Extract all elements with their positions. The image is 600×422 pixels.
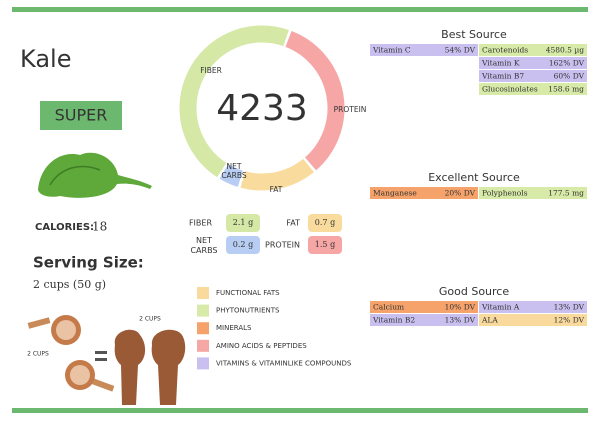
- macro-amount: 0.2 g: [233, 240, 253, 249]
- legend-label: FUNCTIONAL FATS: [216, 289, 280, 297]
- source-amount: 12% DV: [554, 316, 585, 325]
- cups-label: 2 CUPS: [27, 351, 49, 358]
- source-cell: [479, 57, 587, 69]
- donut-label: FAT: [270, 185, 283, 194]
- badge-text: SUPER: [55, 106, 108, 125]
- source-title: Best Source: [441, 28, 507, 41]
- source-amount: 158.6 mg: [548, 85, 584, 94]
- source-name: Vitamin C: [372, 46, 411, 55]
- macro-amount: 0.7 g: [315, 218, 335, 227]
- source-cell: [479, 187, 587, 199]
- hands-label: 2 CUPS: [139, 316, 161, 323]
- donut-label: PROTEIN: [334, 105, 367, 114]
- calories-label: CALORIES:: [35, 222, 94, 233]
- serving-title: Serving Size:: [33, 254, 144, 272]
- source-title: Excellent Source: [428, 171, 520, 184]
- source-cell: [479, 314, 587, 326]
- source-name: Manganese: [373, 189, 417, 198]
- source-amount: 10% DV: [445, 303, 476, 312]
- legend-swatch: [197, 287, 209, 299]
- source-amount: 162% DV: [549, 59, 585, 68]
- source-cell: [370, 314, 478, 326]
- source-name: Vitamin A: [481, 303, 520, 312]
- legend-swatch: [197, 357, 209, 370]
- source-amount: 54% DV: [445, 46, 476, 55]
- calories-value: 18: [92, 220, 107, 234]
- source-name: Vitamin B2: [372, 316, 415, 325]
- donut-center: 4233: [216, 88, 308, 129]
- legend-swatch: [197, 304, 209, 317]
- legend-label: MINERALS: [216, 324, 252, 332]
- legend-swatch: [197, 339, 209, 352]
- serving-amount: 2 cups (50 g): [33, 278, 106, 291]
- source-cell: [370, 301, 478, 313]
- macro-name: NET CARBS: [190, 236, 217, 255]
- source-cell: [479, 301, 587, 313]
- source-name: Carotenoids: [482, 46, 528, 55]
- badge: [40, 101, 122, 130]
- title: Kale: [20, 45, 71, 73]
- donut-label: NET CARBS: [221, 162, 247, 180]
- macro-pill: [226, 236, 260, 254]
- donut-label: FIBER: [200, 66, 222, 75]
- source-cell: [479, 44, 587, 56]
- legend-label: PHYTONUTRIENTS: [216, 307, 280, 315]
- source-name: Vitamin K: [481, 59, 520, 68]
- bottom-bar: [12, 408, 588, 413]
- legend-label: VITAMINS & VITAMINLIKE COMPOUNDS: [216, 359, 352, 367]
- top-bar: [12, 7, 588, 12]
- macro-name: PROTEIN: [265, 241, 300, 250]
- donut-segment: [285, 30, 345, 171]
- source-name: Polyphenols: [482, 189, 528, 198]
- source-name: Glucosinolates: [482, 85, 538, 94]
- source-name: ALA: [481, 316, 498, 325]
- source-cell: [370, 44, 478, 56]
- source-amount: 13% DV: [445, 316, 476, 325]
- source-cell: [370, 187, 478, 199]
- donut-segment: [179, 25, 289, 178]
- source-amount: 20% DV: [445, 189, 476, 198]
- kale-image: [38, 152, 152, 198]
- source-amount: 4580.5 µg: [546, 46, 585, 55]
- macro-pill: [226, 214, 260, 232]
- legend-label: AMINO ACIDS & PEPTIDES: [216, 342, 307, 350]
- source-title: Good Source: [439, 285, 509, 298]
- donut-segment: [240, 158, 314, 191]
- macro-pill: [308, 236, 342, 254]
- source-amount: 177.5 mg: [548, 189, 584, 198]
- macro-amount: 1.5 g: [315, 240, 335, 249]
- macro-amount: 2.1 g: [233, 218, 253, 227]
- source-amount: 60% DV: [554, 72, 585, 81]
- macro-name: FIBER: [189, 219, 213, 228]
- source-cell: [479, 83, 587, 95]
- macro-pill: [308, 214, 342, 232]
- source-cell: [479, 70, 587, 82]
- legend-swatch: [197, 322, 209, 335]
- serving-illustration: [27, 315, 186, 405]
- source-amount: 13% DV: [554, 303, 585, 312]
- source-name: Calcium: [373, 303, 404, 312]
- source-name: Vitamin B7: [481, 72, 524, 81]
- donut-segment: [219, 164, 244, 187]
- macro-name: FAT: [286, 219, 300, 228]
